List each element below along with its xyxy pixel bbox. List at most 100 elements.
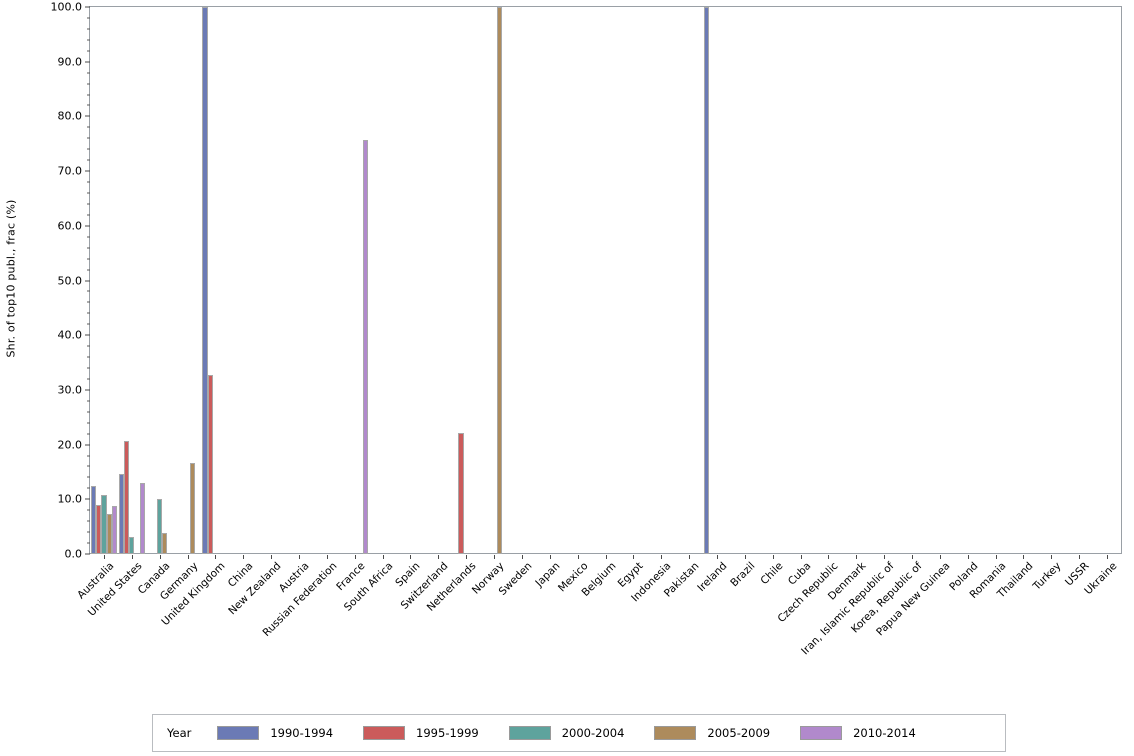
y-tick-label: 50.0 bbox=[57, 274, 83, 287]
y-tick-label: 40.0 bbox=[57, 328, 83, 342]
legend-entry[interactable]: 2000-2004 bbox=[508, 726, 625, 740]
legend-title: Year bbox=[167, 726, 192, 740]
legend-entry[interactable]: 1995-1999 bbox=[363, 726, 479, 740]
x-tick-mark bbox=[1051, 555, 1053, 559]
legend-swatch bbox=[800, 726, 843, 740]
x-tick-mark bbox=[967, 555, 969, 559]
x-tick-mark bbox=[633, 555, 635, 559]
y-tick-mark bbox=[85, 225, 90, 227]
bar bbox=[157, 498, 163, 554]
x-tick-mark bbox=[298, 555, 300, 559]
y-tick-mark bbox=[85, 389, 90, 391]
legend-swatch bbox=[508, 726, 551, 740]
x-tick-mark bbox=[661, 555, 663, 559]
y-tick-minor-mark bbox=[87, 258, 90, 260]
bar bbox=[139, 482, 145, 554]
legend-swatch bbox=[217, 726, 260, 740]
y-tick-minor-mark bbox=[87, 269, 90, 271]
x-tick-mark bbox=[243, 555, 245, 559]
y-tick-minor-mark bbox=[87, 520, 90, 522]
y-tick-mark bbox=[85, 444, 90, 446]
x-tick-mark bbox=[271, 555, 273, 559]
bar bbox=[458, 432, 464, 554]
y-tick-minor-mark bbox=[87, 422, 90, 424]
x-tick-mark bbox=[103, 555, 105, 559]
y-tick-minor-mark bbox=[87, 455, 90, 457]
y-tick-minor-mark bbox=[87, 509, 90, 511]
y-tick-mark bbox=[85, 170, 90, 172]
y-tick-minor-mark bbox=[87, 94, 90, 96]
x-tick-mark bbox=[382, 555, 384, 559]
bar bbox=[703, 7, 710, 554]
x-tick-mark bbox=[605, 555, 607, 559]
bar bbox=[162, 532, 168, 554]
y-tick-label: 90.0 bbox=[57, 55, 83, 69]
chart-legend: Year 1990-1994 1995-1999 2000-2004 2005-200… bbox=[152, 714, 1006, 752]
legend-swatch bbox=[363, 726, 406, 740]
bars-layer bbox=[90, 7, 1121, 554]
x-tick-mark bbox=[1079, 555, 1081, 559]
x-tick-mark bbox=[939, 555, 941, 559]
y-tick-minor-mark bbox=[87, 476, 90, 478]
bar bbox=[129, 536, 135, 554]
legend-label: 1995-1999 bbox=[416, 726, 479, 740]
y-tick-mark bbox=[85, 61, 90, 63]
y-tick-label: 0.0 bbox=[64, 547, 83, 561]
y-tick-label: 20.0 bbox=[57, 438, 83, 452]
x-tick-mark bbox=[856, 555, 858, 559]
bar bbox=[111, 506, 117, 554]
y-tick-minor-mark bbox=[87, 236, 90, 238]
x-tick-mark bbox=[466, 555, 468, 559]
y-tick-minor-mark bbox=[87, 214, 90, 216]
x-tick-mark bbox=[744, 555, 746, 559]
y-tick-label: 70.0 bbox=[57, 164, 83, 178]
legend-label: 2000-2004 bbox=[561, 726, 625, 740]
bar bbox=[106, 514, 112, 554]
y-tick-label: 30.0 bbox=[57, 383, 83, 397]
bar bbox=[190, 463, 196, 554]
x-tick-mark bbox=[494, 555, 496, 559]
y-tick-minor-mark bbox=[87, 542, 90, 544]
bar bbox=[101, 494, 107, 554]
x-tick-mark bbox=[410, 555, 412, 559]
legend-label: 2005-2009 bbox=[707, 726, 771, 740]
y-tick-minor-mark bbox=[87, 345, 90, 347]
y-tick-minor-mark bbox=[87, 181, 90, 183]
y-tick-mark bbox=[85, 280, 90, 281]
bar bbox=[118, 473, 124, 554]
legend-entries: 1990-1994 1995-1999 2000-2004 2005-2009 2010… bbox=[217, 726, 945, 740]
x-tick-mark bbox=[577, 555, 579, 559]
x-tick-label: Chile bbox=[758, 560, 786, 588]
y-tick-minor-mark bbox=[87, 465, 90, 467]
y-tick-mark bbox=[85, 115, 90, 117]
y-tick-mark bbox=[85, 498, 90, 500]
bar bbox=[123, 441, 130, 554]
y-tick-minor-mark bbox=[87, 411, 90, 413]
y-tick-minor-mark bbox=[87, 50, 90, 52]
y-tick-minor-mark bbox=[87, 290, 90, 292]
plot-area bbox=[89, 6, 1122, 554]
bar bbox=[202, 7, 208, 554]
y-tick-mark bbox=[85, 334, 90, 336]
y-axis-title: Shr. of top10 publ., frac (%) bbox=[0, 0, 22, 556]
x-tick-label: Brazil bbox=[728, 560, 758, 590]
x-tick-mark bbox=[800, 555, 802, 559]
x-tick-mark bbox=[772, 555, 774, 559]
x-tick-mark bbox=[884, 555, 886, 559]
y-tick-minor-mark bbox=[87, 301, 90, 303]
y-tick-label: 10.0 bbox=[57, 492, 83, 506]
y-tick-minor-mark bbox=[87, 72, 90, 74]
x-tick-label: Ireland bbox=[695, 560, 730, 595]
bar bbox=[207, 374, 213, 554]
x-tick-mark bbox=[1107, 555, 1109, 559]
x-tick-mark bbox=[326, 555, 328, 559]
y-tick-minor-mark bbox=[87, 17, 90, 19]
y-axis-title-label: Shr. of top10 publ., frac (%) bbox=[4, 198, 18, 358]
legend-entry[interactable]: 1990-1994 bbox=[217, 726, 333, 740]
y-tick-minor-mark bbox=[87, 39, 90, 41]
legend-entry[interactable]: 2010-2014 bbox=[800, 726, 916, 740]
y-tick-label: 80.0 bbox=[57, 109, 83, 123]
x-tick-mark bbox=[438, 555, 440, 559]
legend-entry[interactable]: 2005-2009 bbox=[654, 726, 770, 740]
